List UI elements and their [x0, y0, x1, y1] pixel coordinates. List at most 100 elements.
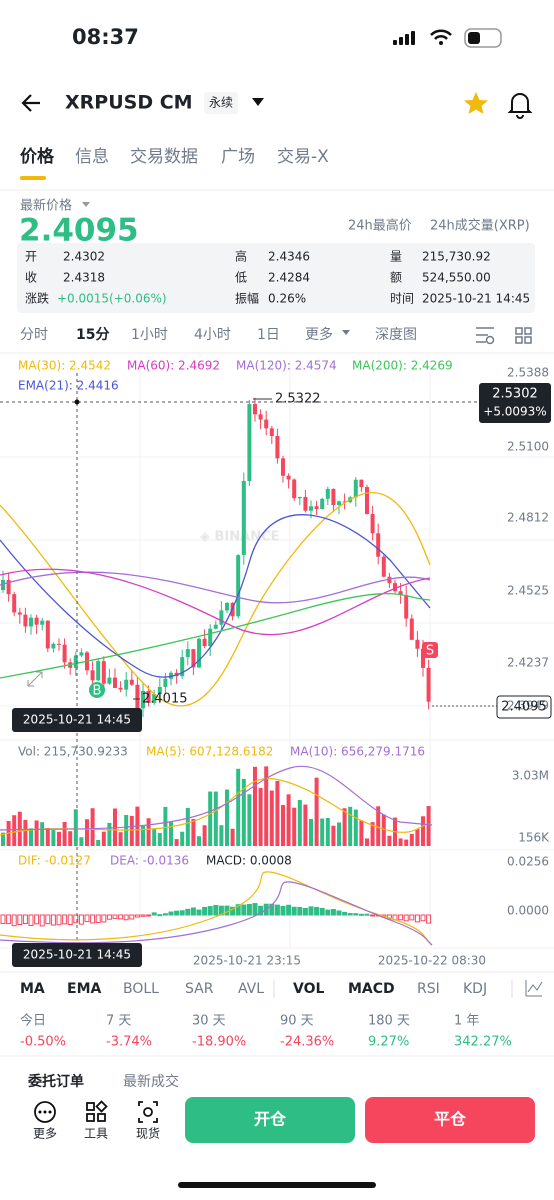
- favorite[interactable]: [464, 92, 488, 114]
- candle-body: [208, 628, 213, 647]
- icon-more[interactable]: [34, 1101, 56, 1123]
- macd-bar: [62, 914, 68, 925]
- volume-bar: [325, 817, 330, 846]
- volume-bar: [29, 828, 33, 846]
- interval[interactable]: 1小时: [131, 327, 168, 343]
- candle-body: [62, 644, 67, 663]
- volume-bar: [236, 768, 241, 846]
- indicator-settings[interactable]: [525, 980, 543, 997]
- macd-bar: [39, 914, 45, 927]
- close-label[interactable]: 平仓: [434, 1110, 467, 1129]
- time-tick: 2025-10-21 23:15: [193, 954, 301, 968]
- ohlc-label: 量: [390, 250, 402, 264]
- indicator-tab[interactable]: KDJ: [463, 981, 487, 997]
- candle-body: [202, 638, 207, 647]
- layout-toggle[interactable]: [515, 327, 532, 344]
- indicator-tab[interactable]: MACD: [348, 981, 395, 997]
- candle-body: [365, 487, 369, 515]
- indicator-tab[interactable]: MA: [20, 981, 45, 997]
- indicator-tab[interactable]: EMA: [67, 981, 101, 997]
- macd-bar: [358, 913, 364, 916]
- volume-bar: [197, 836, 201, 846]
- macd-bar: [235, 904, 241, 916]
- close-button[interactable]: [365, 1097, 535, 1143]
- volume-bar: [68, 831, 73, 846]
- open-label[interactable]: 开仓: [254, 1110, 287, 1129]
- macd-bar: [28, 914, 34, 927]
- candle-body: [359, 479, 364, 488]
- macd-bar: [252, 903, 258, 916]
- tool-label[interactable]: 工具: [84, 1127, 108, 1141]
- chart-settings[interactable]: [476, 327, 495, 345]
- candle-body: [409, 618, 414, 640]
- macd-bar: [157, 914, 163, 917]
- candle-body: [258, 414, 263, 420]
- indicator-tab[interactable]: VOL: [293, 981, 324, 997]
- sell-marker: [422, 642, 438, 658]
- candle-body: [213, 624, 218, 629]
- volume-bar: [264, 766, 269, 846]
- indicator-tab[interactable]: BOLL: [123, 981, 159, 997]
- volume-bar: [426, 806, 431, 846]
- candle-body: [180, 657, 185, 677]
- candle-body: [34, 617, 39, 625]
- candle-body: [264, 419, 269, 429]
- high-label: 24h最高价: [348, 218, 412, 234]
- tab[interactable]: 交易数据: [130, 147, 198, 167]
- macd-bar: [73, 914, 79, 924]
- order-tab[interactable]: 委托订单: [27, 1073, 84, 1090]
- interval[interactable]: 更多: [305, 326, 333, 343]
- macd-bar: [347, 913, 353, 916]
- macd-bar: [319, 907, 325, 916]
- interval[interactable]: 分时: [20, 327, 48, 343]
- volume-bar: [96, 839, 101, 846]
- tab[interactable]: 价格: [20, 146, 55, 167]
- expand[interactable]: [27, 671, 43, 687]
- indicator-legend: EMA(21): 2.4416: [18, 379, 119, 393]
- icon-spot[interactable]: [138, 1101, 158, 1123]
- back-button[interactable]: [21, 94, 40, 112]
- order-tab[interactable]: 最新成交: [123, 1073, 179, 1090]
- indicator-legend: MA(30): 2.4542: [18, 359, 111, 373]
- interval[interactable]: 15分: [76, 327, 109, 343]
- tab[interactable]: 交易-X: [277, 147, 329, 167]
- volume-bar: [292, 807, 297, 846]
- period-label: 30 天: [192, 1014, 226, 1029]
- dropdown[interactable]: [252, 98, 264, 106]
- indicator-tab[interactable]: SAR: [185, 981, 214, 997]
- macd-lines: [0, 871, 433, 946]
- volume-bar: [314, 777, 319, 846]
- candle-body: [185, 649, 190, 658]
- tab[interactable]: 广场: [221, 147, 255, 167]
- macd-bar: [34, 914, 40, 925]
- interval[interactable]: 4小时: [194, 327, 231, 343]
- candle-body: [113, 677, 117, 688]
- candle-body: [398, 591, 403, 596]
- open-button[interactable]: [185, 1097, 355, 1143]
- macd-bar: [140, 914, 146, 917]
- indicator-tab[interactable]: RSI: [417, 981, 440, 997]
- volume-bar: [152, 829, 157, 846]
- interval[interactable]: 1日: [257, 327, 280, 343]
- tool-label[interactable]: 现货: [136, 1126, 160, 1141]
- ohlc-value: 2.4302: [63, 250, 105, 264]
- home-indicator: [178, 1182, 376, 1188]
- candle-body: [225, 602, 229, 611]
- volume-bar: [129, 815, 134, 846]
- interval[interactable]: 深度图: [375, 327, 417, 343]
- tool-label[interactable]: 更多: [33, 1127, 57, 1141]
- volume-bar: [342, 808, 347, 846]
- candle-body: [314, 506, 319, 510]
- candle-body: [17, 612, 22, 615]
- indicator-legend: MA(60): 2.4692: [127, 359, 220, 373]
- volume-bar: [376, 806, 381, 846]
- macd-bar: [22, 914, 28, 925]
- indicator-tab[interactable]: AVL: [238, 981, 264, 997]
- symbol-title: XRPUSD CM: [65, 92, 193, 114]
- icon-tools[interactable]: [86, 1100, 108, 1122]
- macd-bar: [370, 914, 376, 917]
- candle-body: [325, 488, 330, 499]
- notifications[interactable]: [507, 93, 533, 119]
- volume-bar: [34, 820, 39, 846]
- tab[interactable]: 信息: [75, 147, 109, 167]
